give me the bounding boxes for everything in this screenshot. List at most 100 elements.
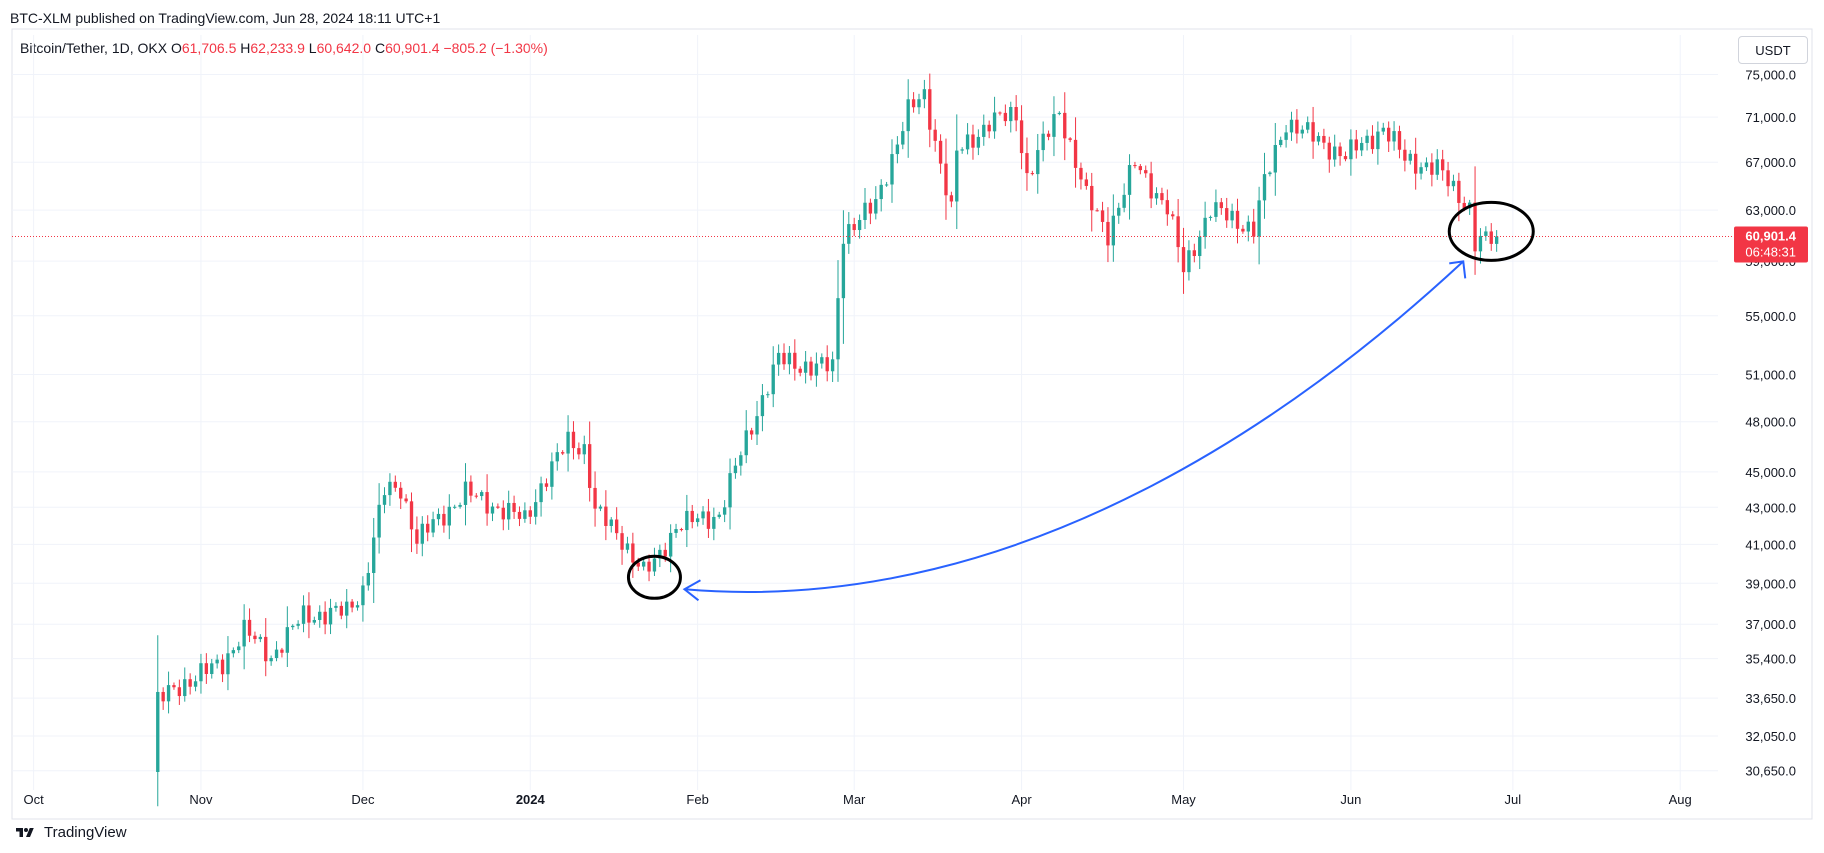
candle-body	[928, 89, 932, 130]
candle-body	[247, 619, 252, 636]
x-tick-label: 2024	[516, 792, 546, 807]
candle-body	[339, 605, 343, 616]
candle-body	[647, 561, 651, 572]
high-label: H	[240, 40, 251, 56]
candle-body	[776, 352, 781, 365]
candle-body	[1160, 193, 1164, 201]
chart-frame	[11, 28, 1813, 820]
candle-body	[490, 506, 495, 514]
candle-body	[372, 537, 376, 573]
candles	[156, 73, 1499, 807]
y-tick-label: 32,050.0	[1745, 729, 1796, 744]
candle-body	[458, 504, 462, 507]
candle-body	[1154, 193, 1159, 199]
candle-body	[1392, 131, 1396, 142]
candle-body	[399, 487, 403, 499]
candle-body	[695, 518, 700, 523]
candle-body	[442, 513, 446, 526]
candle-body	[1198, 236, 1202, 257]
candle-body	[949, 195, 954, 202]
candle-body	[469, 481, 473, 496]
candle-body	[652, 558, 657, 572]
candle-body	[598, 506, 603, 509]
candle-body	[560, 452, 565, 454]
y-tick-label: 39,000.0	[1745, 576, 1796, 591]
candle-body	[582, 444, 586, 455]
y-tick-label: 41,000.0	[1745, 537, 1796, 552]
candle-body	[965, 134, 970, 150]
candle-body	[1311, 122, 1315, 142]
candle-body	[1257, 200, 1261, 237]
candle-body	[183, 679, 187, 697]
candle-body	[901, 131, 905, 145]
candle-body	[193, 681, 198, 687]
y-tick-label: 45,000.0	[1745, 465, 1796, 480]
candle-body	[323, 611, 327, 625]
candle-body	[1457, 180, 1461, 203]
tradingview-brand[interactable]: TradingView	[12, 824, 127, 841]
candle-body	[1219, 202, 1223, 209]
candle-body	[604, 506, 608, 526]
candle-body	[847, 224, 851, 244]
candle-body	[663, 549, 667, 557]
candle-body	[668, 532, 673, 557]
candle-body	[766, 394, 770, 396]
candle-body	[701, 511, 705, 519]
candle-body	[1370, 135, 1375, 150]
candle-body	[393, 481, 397, 488]
candle-body	[890, 154, 894, 185]
candle-body	[874, 199, 878, 214]
candle-body	[1073, 139, 1078, 168]
candle-body	[474, 495, 478, 497]
candle-body	[1025, 153, 1029, 174]
candle-body	[312, 619, 317, 623]
y-tick-label: 71,000.0	[1745, 110, 1796, 125]
time-axis[interactable]: Oct Nov Dec 2024 Feb Mar Apr May Jun Jul Aug	[23, 792, 1691, 807]
candle-body	[280, 649, 284, 653]
candle-body	[1489, 231, 1493, 244]
candle-body	[269, 658, 273, 662]
y-tick-label: 55,000.0	[1745, 309, 1796, 324]
candle-body	[1246, 221, 1250, 232]
x-tick-label: Nov	[189, 792, 213, 807]
annotations	[626, 200, 1535, 602]
candle-body	[614, 519, 619, 534]
candle-body	[1430, 162, 1434, 175]
candle-body	[744, 430, 748, 456]
candle-body	[534, 502, 538, 517]
candle-body	[1208, 216, 1213, 218]
candle-body	[971, 134, 975, 148]
candle-body	[1046, 133, 1051, 137]
candle-body	[1111, 215, 1116, 246]
candle-body	[1041, 133, 1045, 151]
candle-body	[658, 549, 662, 559]
candle-body	[1360, 142, 1364, 151]
candle-body	[577, 448, 581, 455]
candle-body	[685, 510, 689, 531]
candle-body	[220, 659, 225, 675]
candle-body	[377, 504, 381, 538]
currency-button[interactable]: USDT	[1738, 36, 1808, 64]
candle-body	[420, 523, 424, 544]
candle-body	[636, 562, 640, 567]
circle-annotation	[1447, 200, 1535, 262]
y-tick-label: 63,000.0	[1745, 203, 1796, 218]
candle-body	[1235, 210, 1240, 229]
price-badge-background	[1734, 226, 1808, 263]
candle-body	[480, 492, 484, 497]
price-axis[interactable]: 75,000.071,000.067,000.063,000.059,000.0…	[1745, 67, 1796, 778]
candle-body	[539, 483, 543, 503]
open-value: 61,706.5	[181, 40, 237, 56]
x-tick-label: Jul	[1505, 792, 1522, 807]
candle-body	[841, 243, 846, 299]
candle-body	[318, 611, 322, 620]
candle-body	[1003, 112, 1008, 122]
x-tick-label: May	[1171, 792, 1196, 807]
x-tick-label: Mar	[843, 792, 866, 807]
candle-body	[955, 150, 959, 202]
candle-body	[906, 99, 910, 132]
tradingview-logo-icon	[16, 827, 34, 837]
candle-body	[1030, 173, 1035, 175]
candle-body	[161, 691, 165, 702]
